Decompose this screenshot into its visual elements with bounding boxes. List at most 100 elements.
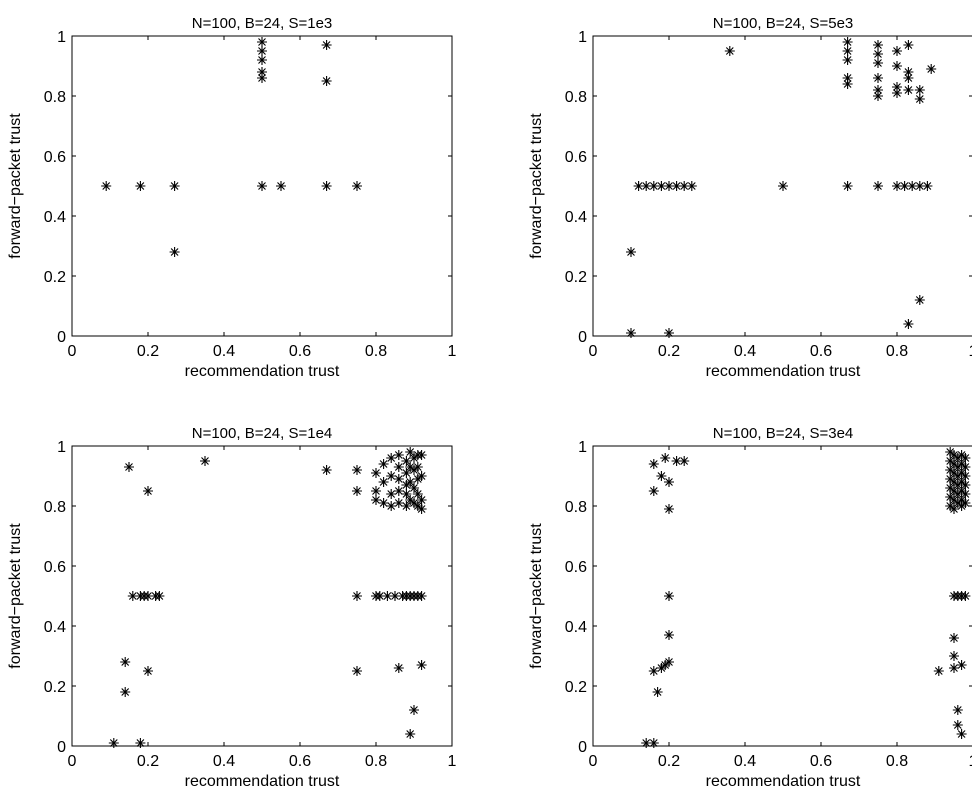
x-tick-label: 1 [448,753,457,770]
data-point [952,489,963,499]
data-point [405,729,416,739]
data-point [945,501,956,511]
data-point [386,471,397,481]
data-point [641,181,652,191]
y-tick-label: 0.6 [44,559,66,576]
data-point [652,687,663,697]
data-point [903,40,914,50]
data-point [393,450,404,460]
data-point [257,55,267,65]
x-tick-label: 0.8 [886,343,908,360]
data-point [960,591,971,601]
x-tick-label: 0 [68,753,77,770]
data-point [956,477,967,487]
subplot-2: 0 0.2 0.4 0.6 0.8 1 0 0.2 0.4 0.6 0.8 1 N=100, B=24,… [528,15,972,380]
data-point [949,477,959,487]
data-point [945,465,956,475]
data-point [914,181,925,191]
data-point [626,328,636,338]
data-point [873,85,883,95]
x-tick-label: 1 [969,753,972,770]
data-point [952,462,963,472]
data-point [949,651,959,661]
data-point [276,181,286,191]
data-point [416,471,427,481]
data-point [393,663,404,673]
data-point [956,495,967,505]
data-point [892,61,902,71]
data-point [956,468,967,478]
y-tick-label: 0 [578,739,587,756]
plot-area [592,445,972,747]
data-point [405,495,416,505]
x-tick-label: 0.2 [658,753,680,770]
data-point [664,477,674,487]
x-tick-label: 0 [68,343,77,360]
data-point [892,181,902,191]
data-point [656,181,667,191]
data-point [952,498,963,508]
data-point [660,453,671,463]
series-points [101,37,362,257]
data-point [892,46,902,56]
data-point [945,483,956,493]
chart-title: N=100, B=24, S=1e3 [192,15,333,32]
y-tick-label: 0.8 [44,89,66,106]
subplot-1: 0 0.2 0.4 0.6 0.8 1 0 0.2 0.4 0.6 0.8 1 N=100, B=24,… [7,15,457,380]
y-axis-label: forward−packet trust [7,523,24,669]
data-point [842,73,853,83]
data-point [257,73,267,83]
data-point [378,498,389,508]
data-point [352,465,362,475]
series-points [641,447,971,748]
y-tick-label: 0.6 [565,559,587,576]
data-point [120,657,131,667]
data-point [409,465,419,475]
data-point [257,46,267,56]
data-point [671,456,682,466]
x-tick-label: 0.8 [886,753,908,770]
data-point [321,465,332,475]
y-tick-label: 0.2 [44,269,66,286]
data-point [393,498,404,508]
data-point [127,591,138,601]
data-point [873,73,883,83]
data-point [956,501,967,511]
x-tick-label: 1 [969,343,972,360]
data-point [926,64,937,74]
data-point [956,450,967,460]
data-point [416,504,427,514]
data-point [648,459,659,469]
data-point [257,181,267,191]
data-point [664,630,674,640]
data-point [626,247,636,257]
x-tick-label: 0.2 [658,343,680,360]
x-tick-label: 0.4 [213,753,235,770]
data-point [371,495,381,505]
data-point [892,88,902,98]
x-tick-label: 0.4 [734,343,756,360]
y-tick-label: 0 [57,739,66,756]
y-tick-label: 0.2 [565,269,587,286]
x-tick-label: 0.8 [365,753,387,770]
data-point [956,459,967,469]
data-point [656,471,667,481]
data-point [143,486,153,496]
data-point [321,40,332,50]
y-tick-label: 0.4 [565,619,587,636]
data-point [405,447,416,457]
data-point [641,738,652,748]
y-axis-label: forward−packet trust [7,113,24,259]
data-point [371,468,381,478]
x-axis-label: recommendation trust [706,363,861,380]
data-point [154,591,165,601]
data-point [386,489,397,499]
y-tick-label: 1 [57,29,66,46]
data-point [903,67,914,77]
y-tick-label: 0.8 [44,499,66,516]
y-tick-label: 1 [57,439,66,456]
data-point [664,328,674,338]
data-point [393,474,404,484]
data-point [960,489,971,499]
data-point [169,247,180,257]
